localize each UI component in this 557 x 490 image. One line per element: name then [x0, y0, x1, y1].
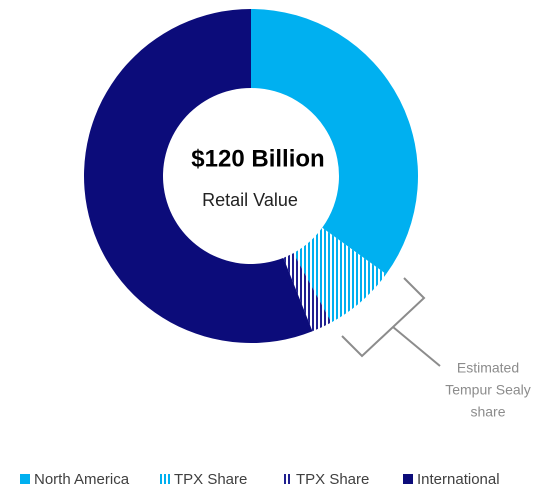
legend-label: TPX Share	[174, 471, 247, 488]
donut	[84, 8, 418, 343]
annotation-line: Tempur Sealy	[445, 382, 531, 398]
legend-swatch	[160, 474, 170, 484]
center-title: $120 Billion	[191, 145, 324, 172]
donut-slice	[84, 8, 313, 343]
legend-label: TPX Share	[296, 471, 369, 488]
legend: North America TPX Share TPX Share Internati…	[20, 471, 500, 488]
legend-swatch	[403, 474, 413, 484]
donut-slice	[283, 253, 332, 332]
donut-slice	[251, 9, 418, 275]
legend-swatch	[20, 474, 30, 484]
donut-slice	[293, 227, 387, 323]
annotation-line: Estimated	[457, 360, 519, 376]
center-subtitle: Retail Value	[202, 190, 298, 210]
legend-label: North America	[34, 471, 130, 488]
legend-swatch	[282, 474, 292, 484]
legend-label: International	[417, 471, 500, 488]
annotation-line: share	[470, 404, 505, 420]
annotation-leader	[392, 326, 441, 367]
